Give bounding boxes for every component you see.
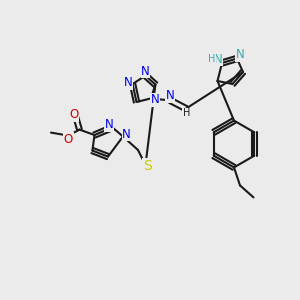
Text: N: N — [104, 118, 113, 131]
Text: S: S — [143, 159, 152, 173]
Text: N: N — [214, 53, 223, 66]
Text: O: O — [64, 133, 73, 146]
Text: H: H — [183, 108, 190, 118]
Text: N: N — [166, 89, 175, 103]
Text: N: N — [236, 48, 244, 62]
Text: N: N — [151, 93, 160, 106]
Text: O: O — [70, 108, 79, 121]
Text: H: H — [208, 54, 215, 64]
Text: N: N — [141, 64, 150, 78]
Text: N: N — [122, 128, 131, 141]
Text: N: N — [124, 76, 133, 89]
